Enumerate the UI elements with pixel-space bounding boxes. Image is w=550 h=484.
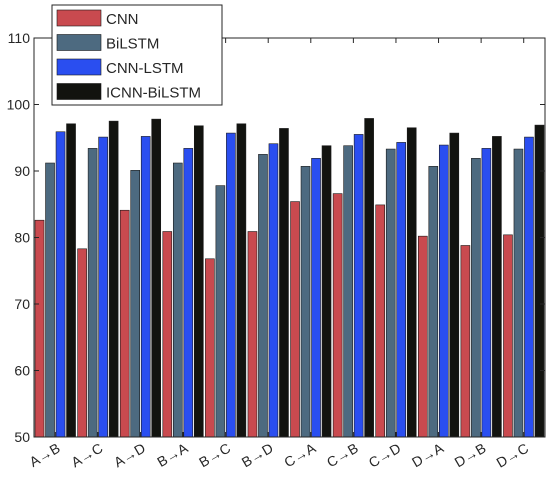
x-tick-label-7: C→B — [324, 440, 361, 471]
bar-bilstm-0 — [45, 162, 55, 438]
bars-group — [34, 118, 545, 438]
bar-cnn-lstm-6 — [311, 158, 321, 438]
legend-swatch-cnn — [56, 9, 102, 27]
x-tick-label-6: C→A — [281, 439, 319, 470]
bar-bilstm-1 — [87, 148, 98, 438]
y-tick-label-110: 110 — [8, 30, 31, 46]
x-tick-label-10: D→B — [452, 440, 489, 471]
bar-bilstm-3 — [172, 162, 183, 438]
bar-bilstm-6 — [300, 166, 311, 438]
bar-icnn-bilstm-5 — [279, 128, 289, 438]
bar-icnn-bilstm-8 — [406, 127, 417, 438]
bar-icnn-bilstm-9 — [449, 132, 460, 438]
bar-cnn-lstm-3 — [183, 148, 194, 438]
bar-cnn-4 — [205, 258, 215, 438]
bar-cnn-lstm-0 — [55, 131, 66, 438]
x-tick-label-8: C→D — [366, 440, 404, 471]
x-tick-label-1: A→C — [68, 440, 105, 471]
legend-label-cnn: CNN — [106, 11, 139, 28]
bar-cnn-1 — [77, 248, 87, 438]
bar-cnn-lstm-1 — [98, 136, 108, 438]
x-tick-label-9: D→A — [409, 439, 447, 470]
x-tick-label-3: B→A — [154, 439, 191, 470]
legend-swatch-cnn-lstm — [56, 58, 102, 76]
bar-cnn-10 — [460, 245, 471, 438]
bar-icnn-bilstm-3 — [193, 125, 204, 438]
bar-icnn-bilstm-0 — [66, 123, 76, 438]
bar-cnn-lstm-5 — [268, 143, 279, 438]
bar-icnn-bilstm-6 — [321, 145, 332, 438]
bar-cnn-3 — [162, 231, 173, 438]
bar-bilstm-11 — [513, 148, 524, 438]
bar-icnn-bilstm-11 — [534, 124, 545, 438]
x-tick-label-5: B→D — [239, 440, 276, 471]
bar-bilstm-7 — [343, 145, 353, 438]
bar-cnn-lstm-10 — [481, 148, 492, 438]
bar-bilstm-5 — [258, 154, 268, 438]
bar-cnn-7 — [332, 193, 343, 438]
y-tick-label-80: 80 — [14, 230, 30, 246]
bar-cnn-lstm-2 — [140, 136, 151, 438]
legend-swatch-icnn-bilstm — [56, 83, 102, 100]
legend: CNN BiLSTM CNN-LSTM ICNN-BiLSTM — [51, 4, 223, 106]
bar-cnn-5 — [247, 231, 258, 438]
bar-cnn-lstm-9 — [438, 144, 449, 438]
bar-cnn-9 — [417, 235, 428, 438]
bar-cnn-11 — [503, 234, 513, 438]
legend-label-icnn-bilstm: ICNN-BiLSTM — [106, 85, 201, 102]
bar-cnn-8 — [375, 204, 386, 438]
legend-swatch-bilstm — [56, 34, 102, 51]
bar-icnn-bilstm-4 — [236, 123, 247, 438]
legend-label-cnn-lstm: CNN-LSTM — [106, 60, 184, 77]
y-tick-label-60: 60 — [14, 363, 30, 379]
bar-icnn-bilstm-7 — [364, 118, 374, 438]
y-tick-label-50: 50 — [14, 429, 30, 445]
bar-icnn-bilstm-2 — [151, 118, 162, 438]
bar-bilstm-9 — [428, 166, 439, 438]
x-tick-label-11: D→C — [494, 440, 532, 471]
x-tick-label-0: A→B — [26, 440, 62, 470]
legend-label-bilstm: BiLSTM — [106, 36, 159, 53]
bar-cnn-lstm-8 — [396, 142, 407, 438]
bar-cnn-6 — [290, 201, 300, 438]
bar-bilstm-2 — [130, 170, 141, 438]
x-tick-label-2: A→D — [111, 440, 148, 471]
bar-cnn-lstm-7 — [353, 134, 364, 438]
y-tick-label-90: 90 — [14, 163, 30, 179]
x-tick-label-4: B→C — [196, 440, 233, 471]
bar-cnn-lstm-4 — [226, 132, 236, 438]
bar-cnn-lstm-11 — [524, 136, 534, 438]
bar-bilstm-10 — [471, 158, 481, 438]
y-tick-label-100: 100 — [7, 97, 31, 113]
bar-icnn-bilstm-1 — [108, 120, 119, 438]
bar-bilstm-8 — [385, 148, 396, 438]
bar-cnn-0 — [34, 219, 45, 438]
bar-cnn-2 — [119, 209, 130, 438]
y-tick-label-70: 70 — [14, 296, 30, 312]
bar-icnn-bilstm-10 — [492, 136, 502, 438]
bar-bilstm-4 — [215, 185, 226, 438]
